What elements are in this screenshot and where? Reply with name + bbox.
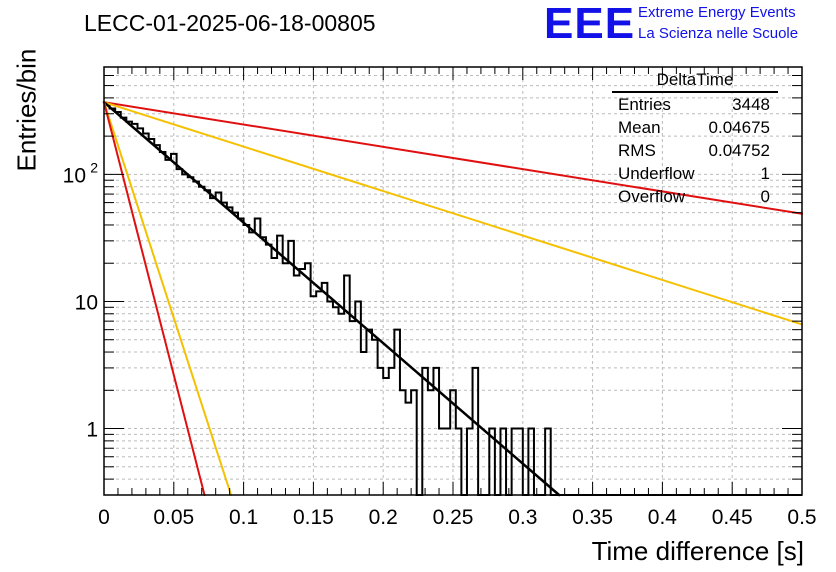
x-tick-label: 0.1 <box>229 506 258 529</box>
stat-value: 1 <box>760 164 770 183</box>
logo-line-2: La Scienza nelle Scuole <box>638 25 799 42</box>
stat-label: Mean <box>618 118 661 137</box>
stat-row-mean: Mean 0.04675 <box>612 116 778 139</box>
fit-curve-2 <box>102 100 561 497</box>
stat-label: Overflow <box>618 187 686 206</box>
x-tick-label: 0.45 <box>712 506 753 529</box>
x-tick-label: 0 <box>98 506 110 529</box>
x-tick-label: 0.5 <box>787 506 816 529</box>
stats-title: DeltaTime <box>612 70 778 93</box>
stat-label: Entries <box>618 95 671 114</box>
fit-curve-4 <box>103 101 206 496</box>
axis-ticks <box>103 66 803 496</box>
fit-curve-1 <box>103 101 803 326</box>
stat-row-overflow: Overflow 0 <box>612 185 778 208</box>
x-tick-label: 0.15 <box>293 506 334 529</box>
axis-tick-labels: 0 0.05 0.1 0.15 0.2 0.25 0.3 0.35 0.4 0.45 0.51101… <box>63 159 817 529</box>
y-axis-label: Entries/bin <box>11 48 42 172</box>
run-title: LECC-01-2025-06-18-00805 <box>84 10 376 36</box>
fit-curve-3 <box>103 101 233 496</box>
fit-curves <box>102 100 803 497</box>
y-tick-label: 10 <box>63 164 86 187</box>
x-tick-label: 0.3 <box>508 506 537 529</box>
logo-line-1: Extreme Energy Events <box>638 4 796 21</box>
stat-value: 0.04752 <box>708 141 770 160</box>
x-tick-label: 0.2 <box>369 506 398 529</box>
y-tick-label: 10 <box>75 291 98 314</box>
stat-label: RMS <box>618 141 656 160</box>
stat-value: 0 <box>760 187 770 206</box>
stat-row-underflow: Underflow 1 <box>612 162 778 185</box>
x-tick-label: 0.4 <box>648 506 678 529</box>
stat-value: 3448 <box>732 95 770 114</box>
stat-row-rms: RMS 0.04752 <box>612 139 778 162</box>
x-axis-label: Time difference [s] <box>591 536 804 566</box>
grid-lines <box>104 66 802 496</box>
fit-curve-0 <box>103 101 803 215</box>
eee-logo: EEE <box>544 0 636 48</box>
stats-box: DeltaTime Entries 3448 Mean 0.04675 RMS … <box>612 70 778 208</box>
y-tick-exponent: 2 <box>90 159 98 175</box>
x-tick-label: 0.05 <box>153 506 194 529</box>
stat-row-entries: Entries 3448 <box>612 93 778 116</box>
x-tick-label: 0.25 <box>433 506 474 529</box>
y-tick-label: 1 <box>86 419 98 442</box>
x-tick-label: 0.35 <box>572 506 613 529</box>
stat-label: Underflow <box>618 164 695 183</box>
stat-value: 0.04675 <box>708 118 770 137</box>
